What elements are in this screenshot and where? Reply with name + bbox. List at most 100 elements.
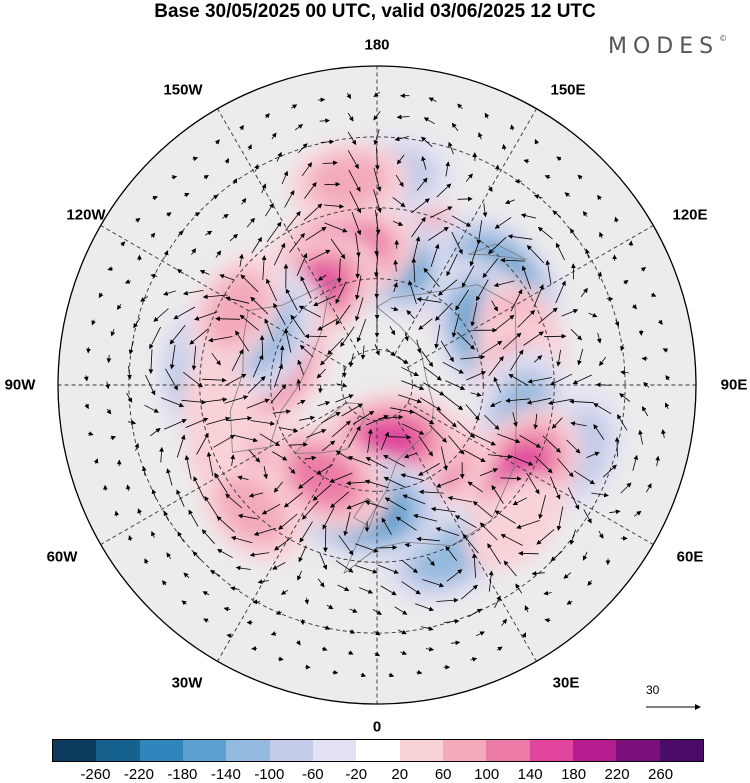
wind-arrow: [416, 177, 428, 191]
wind-arrow: [465, 404, 480, 421]
brand-name: MODES: [608, 34, 720, 59]
wind-arrow: [335, 304, 351, 326]
wind-arrow: [415, 603, 434, 612]
colorbar-swatch: [312, 740, 357, 761]
colorbar-swatch: [486, 740, 530, 761]
wind-arrow: [373, 630, 381, 636]
wind-arrow: [440, 340, 454, 363]
wind-arrow: [527, 377, 552, 384]
wind-arrow: [273, 302, 286, 325]
wind-arrow: [346, 92, 352, 100]
wind-arrow: [365, 415, 389, 426]
wind-arrow: [335, 281, 347, 305]
wind-arrow: [494, 216, 512, 229]
wind-arrow: [215, 316, 240, 322]
wind-arrow: [454, 515, 477, 528]
wind-arrow: [266, 221, 282, 243]
colorbar-swatch: [269, 740, 313, 761]
wind-arrow: [312, 484, 332, 501]
wind-arrow: [301, 500, 319, 520]
wind-arrow: [278, 656, 284, 662]
wind-arrow: [246, 398, 270, 409]
wind-arrow: [493, 280, 515, 288]
wind-arrow: [227, 415, 253, 422]
wind-arrow: [252, 354, 264, 378]
wind-arrow: [171, 174, 178, 180]
wind-arrow: [400, 473, 425, 481]
label-150e: 150E: [550, 81, 586, 99]
wind-arrow: [224, 373, 247, 387]
wind-arrow: [427, 556, 435, 567]
wind-arrow: [296, 252, 308, 276]
wind-arrow: [114, 510, 120, 517]
wind-arrow: [545, 259, 552, 285]
wind-arrow: [304, 597, 310, 605]
colorbar-label: -20: [345, 766, 368, 783]
wind-arrow: [181, 600, 187, 606]
wind-arrow: [319, 553, 328, 570]
wind-arrow: [259, 433, 281, 447]
wind-arrow: [318, 385, 323, 394]
colorbar-swatch: [399, 740, 443, 761]
wind-arrow: [149, 326, 161, 350]
wind-arrow: [272, 562, 286, 570]
wind-arrow: [556, 349, 562, 367]
wind-arrow: [416, 669, 423, 675]
wind-arrow: [184, 192, 190, 198]
wind-arrow: [128, 340, 134, 355]
wind-arrow: [566, 600, 573, 605]
colorbar-swatch: [442, 740, 487, 761]
wind-arrow: [457, 103, 463, 110]
wind-arrow: [494, 595, 501, 608]
wind-arrow: [429, 424, 447, 443]
wind-arrow: [206, 451, 214, 477]
wind-arrow: [305, 226, 327, 241]
wind-arrow: [657, 319, 663, 325]
wind-arrow: [270, 384, 287, 404]
wind-arrow: [456, 420, 476, 439]
wind-arrow: [203, 618, 209, 623]
wind-arrow: [290, 104, 298, 109]
wind-arrow: [226, 633, 233, 639]
wind-arrow: [421, 155, 427, 170]
wind-arrow: [413, 513, 438, 522]
wind-arrow: [86, 347, 91, 354]
wind-arrow: [385, 348, 396, 357]
wind-arrow: [507, 234, 533, 240]
wind-arrow: [555, 280, 566, 304]
wind-arrow: [341, 403, 363, 417]
wind-arrow: [411, 216, 426, 238]
colorbar-label: -140: [210, 766, 241, 783]
wind-arrow: [229, 233, 239, 242]
wind-arrow: [550, 550, 563, 562]
wind-arrow: [425, 646, 434, 652]
wind-arrow: [202, 591, 210, 596]
wind-arrow: [348, 353, 354, 368]
wind-arrow: [446, 569, 463, 582]
wind-arrow: [336, 258, 342, 284]
wind-arrow: [202, 294, 228, 300]
positive-anomaly-cell: [216, 475, 287, 546]
wind-arrow: [343, 511, 351, 537]
wind-arrow: [355, 565, 378, 574]
colorbar-swatch: [572, 740, 617, 761]
wind-arrow: [476, 220, 483, 245]
colorbar-label: 100: [474, 766, 500, 783]
wind-arrow: [374, 273, 380, 299]
wind-arrow: [247, 144, 252, 151]
wind-arrow: [230, 535, 253, 544]
wind-arrow: [230, 454, 236, 466]
wind-arrow: [632, 454, 639, 471]
wind-arrow: [467, 481, 484, 493]
colorbar-swatch: [53, 740, 97, 761]
wind-arrow: [549, 373, 573, 386]
wind-arrow: [473, 434, 496, 446]
wind-arrow: [643, 382, 650, 388]
wind-arrow: [395, 174, 404, 188]
wind-arrow: [451, 313, 460, 338]
wind-arrow: [493, 376, 502, 393]
wind-arrow: [336, 382, 348, 388]
wind-arrow: [556, 156, 562, 162]
wind-arrow: [380, 431, 390, 451]
wind-arrow: [106, 408, 112, 415]
